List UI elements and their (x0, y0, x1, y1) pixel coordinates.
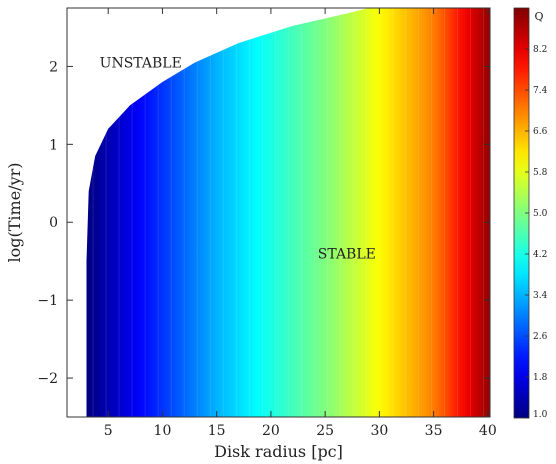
region-label: STABLE (318, 246, 376, 262)
colorbar-tick-label: 1.0 (533, 410, 548, 420)
x-tick-label: 40 (479, 423, 497, 439)
colorbar-tick-label: 5.0 (533, 209, 548, 219)
colorbar-tick-label: 8.2 (533, 45, 547, 55)
colorbar-tick-label: 1.8 (533, 373, 548, 383)
colorbar-ticks: 1.0 1.8 2.6 3.4 4.2 5.0 5.8 6.6 7.4 8.2 (525, 45, 548, 420)
x-tick-label: 25 (316, 423, 334, 439)
colorbar-tick-label: 4.2 (533, 250, 547, 260)
colorbar-tick-label: 5.8 (533, 168, 548, 178)
y-axis-label: log(Time/yr) (5, 163, 24, 263)
contour-lines (92, 8, 484, 417)
annotations: UNSTABLE STABLE (100, 56, 376, 263)
y-tick-label: 0 (49, 215, 58, 231)
plot-frame (66, 7, 491, 418)
x-axis-label: Disk radius [pc] (214, 442, 343, 461)
stable-region (86, 8, 490, 417)
colorbar-tick-label: 3.4 (533, 291, 548, 301)
x-tick-label: 30 (370, 423, 388, 439)
region-label: UNSTABLE (100, 56, 182, 72)
colorbar-tick-label: 2.6 (533, 332, 548, 342)
y-tick-label: 2 (49, 59, 58, 75)
colorbar-tick-label: 7.4 (533, 86, 548, 96)
x-tick-label: 10 (154, 423, 172, 439)
y-tick-label: −1 (37, 293, 58, 309)
colorbar-title: Q (534, 10, 543, 23)
x-tick-label: 35 (425, 423, 443, 439)
colorbar-tick-label: 6.6 (533, 127, 548, 137)
x-axis: 5 10 15 20 25 30 35 40 (104, 8, 497, 439)
x-tick-label: 5 (104, 423, 113, 439)
y-tick-label: 1 (49, 137, 58, 153)
y-tick-label: −2 (37, 371, 58, 387)
x-tick-label: 20 (262, 423, 280, 439)
x-tick-label: 15 (208, 423, 226, 439)
y-axis: −2 −1 0 1 2 (37, 59, 490, 387)
